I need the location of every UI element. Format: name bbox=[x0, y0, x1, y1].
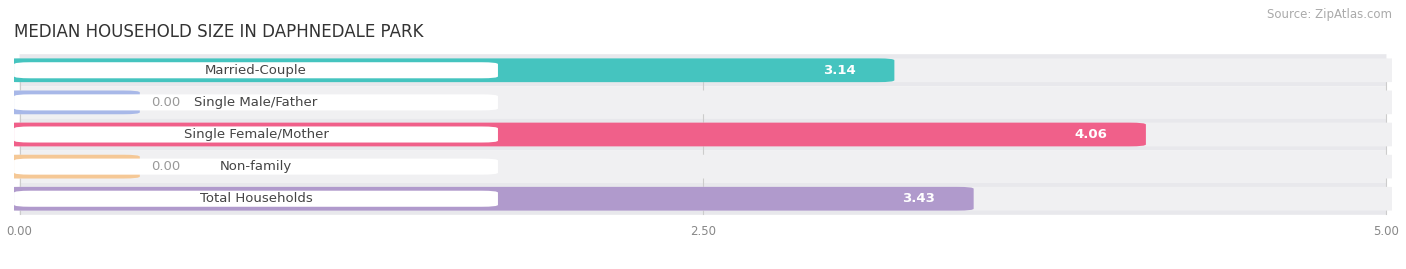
Text: 3.43: 3.43 bbox=[903, 192, 935, 205]
Text: Total Households: Total Households bbox=[200, 192, 312, 205]
FancyBboxPatch shape bbox=[20, 86, 1386, 118]
FancyBboxPatch shape bbox=[3, 58, 1403, 82]
Text: MEDIAN HOUSEHOLD SIZE IN DAPHNEDALE PARK: MEDIAN HOUSEHOLD SIZE IN DAPHNEDALE PARK bbox=[14, 23, 423, 41]
Text: 0.00: 0.00 bbox=[150, 96, 180, 109]
FancyBboxPatch shape bbox=[14, 126, 498, 143]
FancyBboxPatch shape bbox=[20, 118, 1386, 151]
FancyBboxPatch shape bbox=[3, 123, 1146, 146]
Text: 3.14: 3.14 bbox=[824, 64, 856, 77]
FancyBboxPatch shape bbox=[3, 90, 1403, 114]
Text: Single Male/Father: Single Male/Father bbox=[194, 96, 318, 109]
Text: Single Female/Mother: Single Female/Mother bbox=[184, 128, 329, 141]
FancyBboxPatch shape bbox=[3, 155, 1403, 179]
FancyBboxPatch shape bbox=[14, 94, 498, 110]
FancyBboxPatch shape bbox=[3, 155, 139, 179]
FancyBboxPatch shape bbox=[14, 62, 498, 78]
FancyBboxPatch shape bbox=[20, 183, 1386, 215]
FancyBboxPatch shape bbox=[3, 58, 894, 82]
FancyBboxPatch shape bbox=[14, 159, 498, 175]
Text: Non-family: Non-family bbox=[219, 160, 292, 173]
FancyBboxPatch shape bbox=[3, 187, 974, 211]
FancyBboxPatch shape bbox=[3, 123, 1403, 146]
Text: Married-Couple: Married-Couple bbox=[205, 64, 307, 77]
FancyBboxPatch shape bbox=[3, 90, 139, 114]
FancyBboxPatch shape bbox=[20, 54, 1386, 86]
FancyBboxPatch shape bbox=[20, 151, 1386, 183]
FancyBboxPatch shape bbox=[3, 187, 1403, 211]
Text: 0.00: 0.00 bbox=[150, 160, 180, 173]
Text: 4.06: 4.06 bbox=[1074, 128, 1108, 141]
FancyBboxPatch shape bbox=[14, 191, 498, 207]
Text: Source: ZipAtlas.com: Source: ZipAtlas.com bbox=[1267, 8, 1392, 21]
